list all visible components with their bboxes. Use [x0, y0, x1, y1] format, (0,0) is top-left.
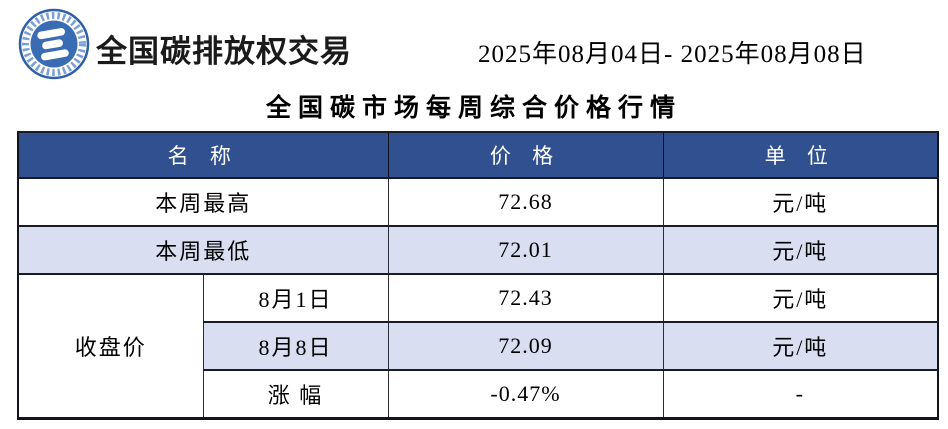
table-row-closing-aug8: 8月8日 72.09 元/吨	[18, 321, 938, 370]
cell-price: -0.47%	[387, 369, 663, 418]
cell-unit: 元/吨	[662, 321, 938, 370]
header-price: 价 格	[387, 131, 663, 178]
brand-logo-icon	[18, 8, 90, 80]
table-row-week-high: 本周最高 72.68 元/吨	[17, 177, 938, 226]
date-range: 2025年08月04日- 2025年08月08日	[478, 41, 867, 68]
cell-subname: 8月8日	[202, 321, 388, 370]
table-header-row: 名 称 价 格 单 位	[17, 131, 938, 178]
table-row-closing-change: 涨 幅 -0.47% -	[18, 369, 938, 418]
cell-subname: 8月1日	[202, 273, 388, 322]
header-name: 名 称	[17, 131, 388, 178]
cell-unit: 元/吨	[662, 225, 938, 274]
price-table: 名 称 价 格 单 位 本周最高 72.68 元/吨 本周最低 72.01 元/…	[17, 131, 939, 420]
table-row-week-low: 本周最低 72.01 元/吨	[17, 225, 938, 274]
cell-unit: 元/吨	[662, 177, 938, 226]
cell-price: 72.01	[387, 225, 663, 274]
cell-name: 本周最高	[17, 177, 388, 226]
cell-subname: 涨 幅	[202, 369, 388, 418]
cell-unit: -	[662, 369, 938, 418]
table-row-closing-aug1: 收盘价 8月1日 72.43 元/吨	[17, 273, 938, 418]
carbon-exchange-logo-icon	[18, 8, 90, 80]
cell-closing-label: 收盘价	[17, 273, 203, 418]
cell-name: 本周最低	[17, 225, 388, 274]
brand-name: 全国碳排放权交易	[96, 34, 352, 69]
header-unit: 单 位	[662, 131, 938, 178]
cell-price: 72.68	[387, 177, 663, 226]
page-title: 全国碳市场每周综合价格行情	[265, 95, 682, 122]
cell-unit: 元/吨	[662, 273, 938, 322]
cell-price: 72.09	[387, 321, 663, 370]
cell-price: 72.43	[387, 273, 663, 322]
